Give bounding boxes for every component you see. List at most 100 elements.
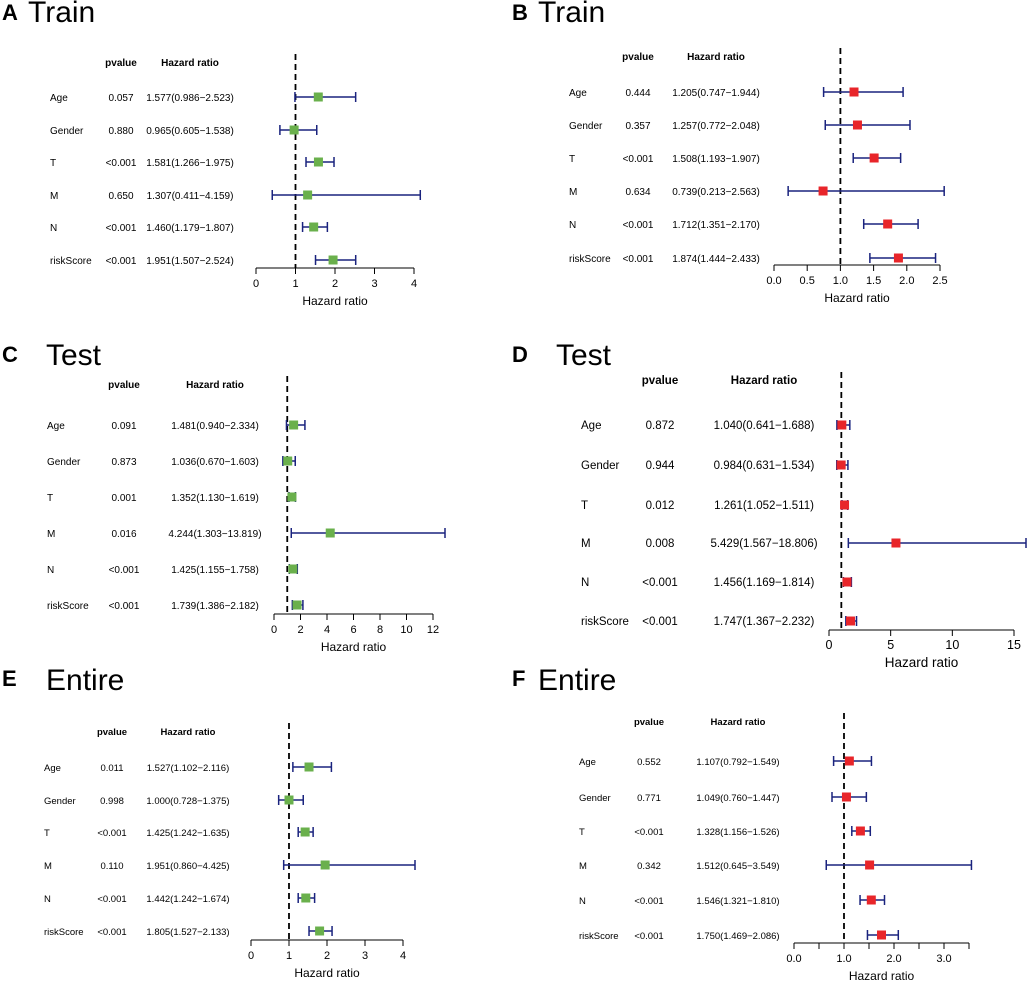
row-label: riskScore <box>569 254 611 265</box>
x-tick-label: 3 <box>371 278 377 290</box>
row-pvalue: <0.001 <box>623 220 654 231</box>
row-label: Gender <box>50 126 84 137</box>
forest-row: M 0.650 1.307(0.411−4.159) <box>50 190 422 202</box>
forest-panel-b: B Train pvalue Hazard ratio Age 0.444 1.205(0.… <box>512 0 948 305</box>
pvalue-header: pvalue <box>634 717 664 728</box>
row-label: M <box>579 861 587 872</box>
row-label: Gender <box>581 460 620 472</box>
row-label: N <box>569 220 576 231</box>
row-hazard-ratio: 1.352(1.130−1.619) <box>171 493 259 504</box>
hr-point <box>328 255 338 265</box>
row-label: Gender <box>579 793 611 804</box>
row-hazard-ratio: 1.049(0.760−1.447) <box>696 793 779 804</box>
row-hazard-ratio: 1.460(1.179−1.807) <box>146 223 234 234</box>
forest-row: Age 0.091 1.481(0.940−2.334) <box>47 420 306 432</box>
pvalue-header: pvalue <box>642 375 678 387</box>
row-pvalue: 0.552 <box>637 757 661 768</box>
hr-point <box>840 500 850 510</box>
panel-title: Train <box>538 0 605 29</box>
row-pvalue: 0.008 <box>646 538 675 550</box>
row-hazard-ratio: 1.425(1.242−1.635) <box>146 828 229 839</box>
row-hazard-ratio: 1.261(1.052−1.511) <box>714 500 814 512</box>
x-tick-label: 2 <box>324 950 330 962</box>
forest-row: N <0.001 1.442(1.242−1.674) <box>44 893 316 905</box>
hr-point <box>292 600 302 610</box>
row-hazard-ratio: 1.581(1.266−1.975) <box>146 158 234 169</box>
forest-row: Gender 0.998 1.000(0.728−1.375) <box>44 795 304 807</box>
hr-point <box>288 564 298 574</box>
hr-point <box>309 222 319 232</box>
pvalue-header: pvalue <box>622 52 654 63</box>
hr-point <box>837 420 847 430</box>
row-label: Gender <box>44 796 76 807</box>
row-pvalue: <0.001 <box>623 154 654 165</box>
x-tick-label: 1.0 <box>833 275 848 287</box>
row-hazard-ratio: 1.951(1.507−2.524) <box>146 256 234 267</box>
row-pvalue: <0.001 <box>642 616 678 628</box>
row-label: Age <box>47 421 65 432</box>
row-hazard-ratio: 1.036(0.670−1.603) <box>171 457 259 468</box>
x-tick-label: 6 <box>350 624 356 636</box>
x-axis-label: Hazard ratio <box>321 640 387 654</box>
row-hazard-ratio: 1.712(1.351−2.170) <box>672 220 760 231</box>
forest-row: T <0.001 1.581(1.266−1.975) <box>50 157 335 169</box>
row-hazard-ratio: 1.425(1.155−1.758) <box>171 565 259 576</box>
forest-row: riskScore <0.001 1.805(1.527−2.133) <box>44 926 333 938</box>
row-hazard-ratio: 0.984(0.631−1.534) <box>714 460 815 472</box>
row-label: riskScore <box>44 927 84 938</box>
forest-row: N <0.001 1.546(1.321−1.810) <box>579 895 886 907</box>
hr-point <box>844 756 854 766</box>
forest-row: Age 0.444 1.205(0.747−1.944) <box>569 87 904 99</box>
hr-point <box>289 125 299 135</box>
row-label: M <box>581 538 591 550</box>
forest-row: Gender 0.880 0.965(0.605−1.538) <box>50 125 318 137</box>
row-label: Age <box>579 757 596 768</box>
row-hazard-ratio: 1.546(1.321−1.810) <box>696 896 779 907</box>
hazard-ratio-header: Hazard ratio <box>186 380 244 391</box>
row-pvalue: <0.001 <box>106 223 137 234</box>
forest-row: N <0.001 1.712(1.351−2.170) <box>569 219 919 231</box>
hazard-ratio-header: Hazard ratio <box>161 727 216 738</box>
row-hazard-ratio: 1.874(1.444−2.433) <box>672 254 760 265</box>
row-label: N <box>581 577 589 589</box>
forest-row: N <0.001 1.460(1.179−1.807) <box>50 222 329 234</box>
x-tick-label: 0 <box>826 638 833 652</box>
hazard-ratio-header: Hazard ratio <box>711 717 766 728</box>
hr-point <box>877 930 886 940</box>
x-tick-label: 3.0 <box>936 953 951 965</box>
x-tick-label: 5 <box>887 638 894 652</box>
row-label: riskScore <box>579 931 619 942</box>
pvalue-header: pvalue <box>97 727 127 738</box>
row-hazard-ratio: 1.456(1.169−1.814) <box>714 577 815 589</box>
forest-row: T <0.001 1.328(1.156−1.526) <box>579 826 872 838</box>
row-pvalue: 0.091 <box>111 421 136 432</box>
panel-title: Train <box>28 0 95 29</box>
forest-row: M 0.008 5.429(1.567−18.806) <box>581 538 1027 550</box>
x-tick-label: 0 <box>248 950 254 962</box>
row-hazard-ratio: 0.965(0.605−1.538) <box>146 126 234 137</box>
panel-letter: B <box>512 0 528 25</box>
row-label: M <box>47 529 55 540</box>
hr-point <box>869 153 879 163</box>
row-label: riskScore <box>50 256 92 267</box>
forest-row: M 0.016 4.244(1.303−13.819) <box>47 528 446 540</box>
row-hazard-ratio: 1.307(0.411−4.159) <box>147 191 234 202</box>
hr-point <box>865 860 875 870</box>
row-pvalue: <0.001 <box>634 931 663 942</box>
forest-row: N <0.001 1.456(1.169−1.814) <box>581 577 853 589</box>
x-tick-label: 4 <box>400 950 406 962</box>
hazard-ratio-header: Hazard ratio <box>687 52 745 63</box>
row-hazard-ratio: 1.107(0.792−1.549) <box>696 757 779 768</box>
hr-point <box>303 190 313 200</box>
row-pvalue: 0.016 <box>111 529 136 540</box>
row-pvalue: <0.001 <box>109 601 140 612</box>
row-label: M <box>50 191 58 202</box>
panel-title: Test <box>46 339 102 372</box>
row-hazard-ratio: 1.951(0.860−4.425) <box>146 861 229 872</box>
x-tick-label: 3 <box>362 950 368 962</box>
row-hazard-ratio: 1.442(1.242−1.674) <box>146 894 229 905</box>
hr-point <box>325 528 335 538</box>
forest-row: M 0.634 0.739(0.213−2.563) <box>569 186 945 198</box>
row-label: M <box>44 861 52 872</box>
